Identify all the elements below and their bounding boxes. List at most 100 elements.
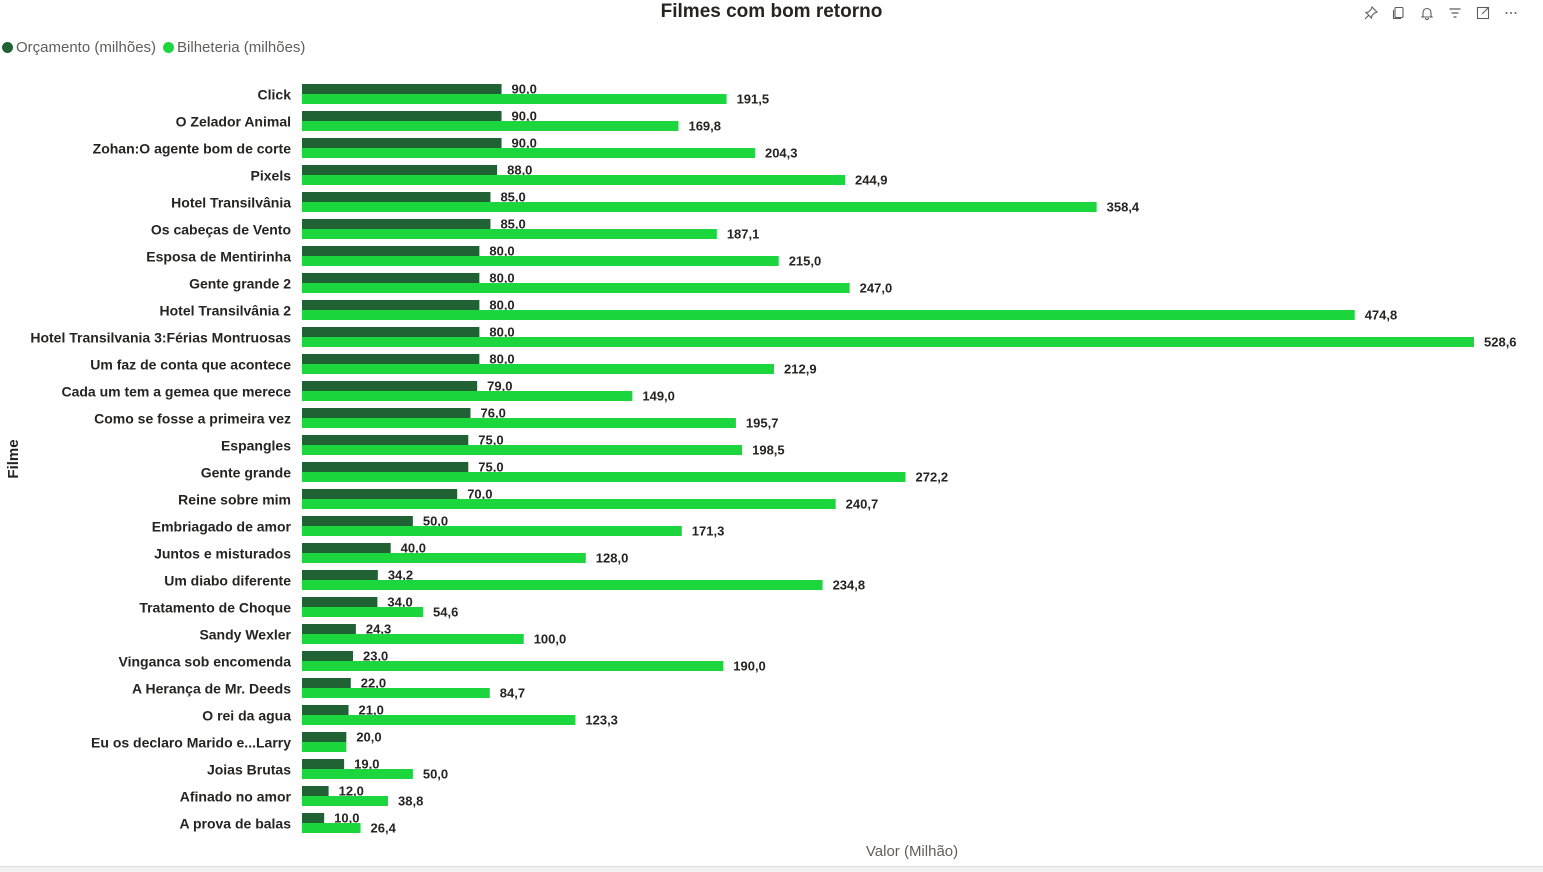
category-label: Os cabeças de Vento bbox=[151, 222, 291, 238]
category-label: O rei da agua bbox=[202, 708, 291, 724]
bar-budget[interactable] bbox=[302, 462, 469, 472]
bell-icon[interactable] bbox=[1418, 4, 1436, 22]
bar-boxoffice[interactable] bbox=[302, 796, 389, 806]
category-label: Tratamento de Choque bbox=[139, 600, 291, 616]
bar-budget[interactable] bbox=[302, 678, 351, 688]
bar-budget[interactable] bbox=[302, 597, 378, 607]
focus-mode-icon[interactable] bbox=[1474, 4, 1492, 22]
legend-item-boxoffice[interactable]: Bilheteria (milhões) bbox=[163, 39, 305, 56]
bar-boxoffice[interactable] bbox=[302, 661, 724, 671]
bar-budget[interactable] bbox=[302, 624, 356, 634]
bar-boxoffice[interactable] bbox=[302, 94, 727, 104]
bar-boxoffice[interactable] bbox=[302, 418, 736, 428]
data-label-boxoffice: 244,9 bbox=[855, 173, 888, 188]
data-label-boxoffice: 171,3 bbox=[692, 524, 725, 539]
copy-icon[interactable] bbox=[1390, 4, 1408, 22]
data-label-boxoffice: 100,0 bbox=[534, 632, 567, 647]
bar-budget[interactable] bbox=[302, 786, 329, 796]
bar-boxoffice[interactable] bbox=[302, 742, 347, 752]
bar-boxoffice[interactable] bbox=[302, 175, 845, 185]
bar-boxoffice[interactable] bbox=[302, 580, 823, 590]
data-label-budget: 80,0 bbox=[489, 271, 514, 286]
category-label: Vinganca sob encomenda bbox=[119, 654, 292, 670]
y-axis-title: Filme bbox=[5, 439, 22, 478]
bar-budget[interactable] bbox=[302, 111, 502, 121]
bar-boxoffice[interactable] bbox=[302, 283, 850, 293]
bar-boxoffice[interactable] bbox=[302, 229, 717, 239]
bar-budget[interactable] bbox=[302, 651, 353, 661]
bar-budget[interactable] bbox=[302, 543, 391, 553]
data-label-boxoffice: 215,0 bbox=[789, 254, 822, 269]
bar-budget[interactable] bbox=[302, 705, 349, 715]
bar-boxoffice[interactable] bbox=[302, 472, 906, 482]
bar-boxoffice[interactable] bbox=[302, 445, 743, 455]
data-label-boxoffice: 198,5 bbox=[752, 443, 785, 458]
bar-boxoffice[interactable] bbox=[302, 607, 424, 617]
bar-boxoffice[interactable] bbox=[302, 499, 836, 509]
category-label: Juntos e misturados bbox=[154, 546, 291, 562]
data-label-boxoffice: 128,0 bbox=[596, 551, 629, 566]
category-label: Um faz de conta que acontece bbox=[90, 357, 291, 373]
bar-boxoffice[interactable] bbox=[302, 337, 1474, 347]
bar-budget[interactable] bbox=[302, 489, 458, 499]
bar-budget[interactable] bbox=[302, 435, 469, 445]
bar-budget[interactable] bbox=[302, 759, 345, 769]
data-label-boxoffice: 38,8 bbox=[398, 794, 423, 809]
data-label-boxoffice: 234,8 bbox=[833, 578, 866, 593]
data-label-budget: 12,0 bbox=[339, 784, 364, 799]
bar-budget[interactable] bbox=[302, 327, 480, 337]
bar-budget[interactable] bbox=[302, 300, 480, 310]
bar-boxoffice[interactable] bbox=[302, 634, 524, 644]
category-label: Zohan:O agente bom de corte bbox=[93, 141, 292, 157]
bar-budget[interactable] bbox=[302, 192, 491, 202]
data-label-boxoffice: 204,3 bbox=[765, 146, 798, 161]
data-label-budget: 88,0 bbox=[507, 163, 532, 178]
data-label-budget: 70,0 bbox=[467, 487, 492, 502]
bar-boxoffice[interactable] bbox=[302, 823, 361, 833]
category-label: Embriagado de amor bbox=[152, 519, 292, 535]
bar-boxoffice[interactable] bbox=[302, 688, 490, 698]
bar-budget[interactable] bbox=[302, 381, 478, 391]
data-label-budget: 90,0 bbox=[512, 109, 537, 124]
pin-icon[interactable] bbox=[1362, 4, 1380, 22]
bar-boxoffice[interactable] bbox=[302, 256, 779, 266]
bar-budget[interactable] bbox=[302, 570, 378, 580]
bar-budget[interactable] bbox=[302, 165, 498, 175]
legend-marker-budget bbox=[2, 41, 13, 53]
data-label-boxoffice: 123,3 bbox=[585, 713, 618, 728]
bar-boxoffice[interactable] bbox=[302, 310, 1355, 320]
bar-budget[interactable] bbox=[302, 84, 502, 94]
bar-boxoffice[interactable] bbox=[302, 769, 413, 779]
bar-budget[interactable] bbox=[302, 516, 413, 526]
bar-boxoffice[interactable] bbox=[302, 121, 679, 131]
bar-budget[interactable] bbox=[302, 732, 347, 742]
data-label-budget: 80,0 bbox=[489, 352, 514, 367]
bar-boxoffice[interactable] bbox=[302, 526, 682, 536]
data-label-boxoffice: 272,2 bbox=[916, 470, 949, 485]
data-label-budget: 34,2 bbox=[388, 568, 413, 583]
page-divider bbox=[0, 866, 1543, 867]
bar-budget[interactable] bbox=[302, 408, 471, 418]
category-label: Espangles bbox=[221, 438, 291, 454]
legend-item-budget[interactable]: Orçamento (milhões) bbox=[2, 39, 156, 56]
bar-boxoffice[interactable] bbox=[302, 553, 586, 563]
filter-icon[interactable] bbox=[1446, 4, 1464, 22]
bar-budget[interactable] bbox=[302, 813, 325, 823]
data-label-boxoffice: 54,6 bbox=[433, 605, 458, 620]
bar-budget[interactable] bbox=[302, 138, 502, 148]
bar-budget[interactable] bbox=[302, 273, 480, 283]
bar-boxoffice[interactable] bbox=[302, 364, 775, 374]
bar-boxoffice[interactable] bbox=[302, 715, 576, 725]
bar-budget[interactable] bbox=[302, 354, 480, 364]
category-label: Gente grande bbox=[201, 465, 291, 481]
category-label: Gente grande 2 bbox=[189, 276, 291, 292]
data-label-budget: 10,0 bbox=[334, 811, 359, 826]
category-label: Hotel Transilvânia bbox=[171, 195, 291, 211]
more-options-icon[interactable] bbox=[1502, 4, 1520, 22]
bar-budget[interactable] bbox=[302, 246, 480, 256]
bar-boxoffice[interactable] bbox=[302, 202, 1097, 212]
bar-budget[interactable] bbox=[302, 219, 491, 229]
bar-boxoffice[interactable] bbox=[302, 148, 755, 158]
bar-boxoffice[interactable] bbox=[302, 391, 633, 401]
data-label-budget: 21,0 bbox=[359, 703, 384, 718]
